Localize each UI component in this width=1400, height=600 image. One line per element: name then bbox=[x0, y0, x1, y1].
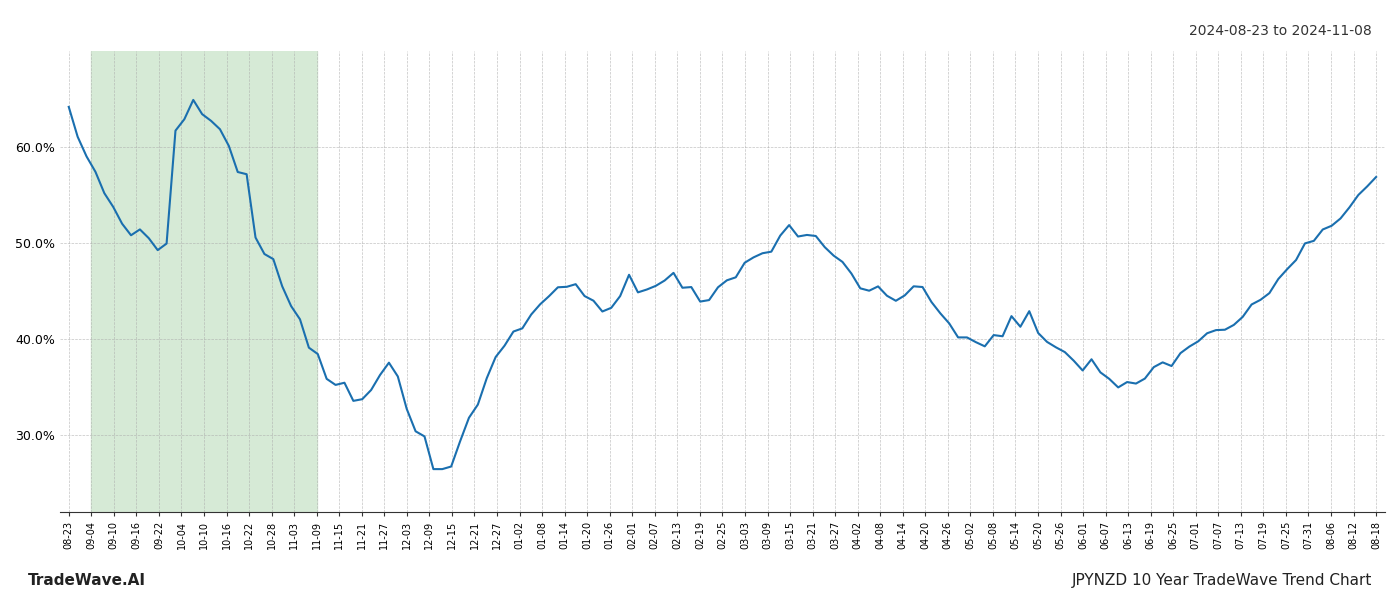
Bar bbox=[91, 51, 316, 512]
Text: JPYNZD 10 Year TradeWave Trend Chart: JPYNZD 10 Year TradeWave Trend Chart bbox=[1071, 573, 1372, 588]
Text: 2024-08-23 to 2024-11-08: 2024-08-23 to 2024-11-08 bbox=[1189, 24, 1372, 38]
Text: TradeWave.AI: TradeWave.AI bbox=[28, 573, 146, 588]
